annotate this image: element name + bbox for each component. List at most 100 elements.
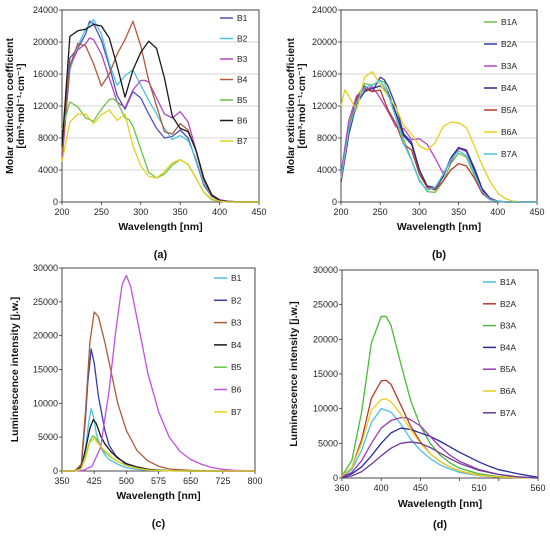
legend: B1 B2 B3 B4 B5 B6 B7	[214, 273, 242, 417]
legend-label: B7	[231, 407, 242, 417]
panel-letter: (c)	[152, 518, 166, 530]
x-tick-label: 650	[183, 476, 198, 486]
y-tick-label: 8000	[38, 133, 58, 143]
legend-label: B5	[231, 362, 242, 372]
y-tick-label: 20000	[313, 334, 338, 344]
legend-label: B7	[237, 136, 248, 146]
series-line-b6	[62, 274, 256, 472]
x-tick-label: 350	[173, 207, 188, 217]
x-axis-label: Wavelength [nm]	[397, 221, 481, 233]
y-tick-label: 5000	[318, 438, 338, 448]
y-tick-label: 12000	[312, 101, 337, 111]
x-tick-label: 300	[133, 207, 148, 217]
series-line-b6a	[340, 70, 537, 203]
legend-label: B6A	[501, 127, 517, 137]
y-tick-label: 20000	[33, 37, 58, 47]
x-tick-label: 360	[334, 483, 349, 493]
x-tick-label: 350	[54, 476, 69, 486]
legend-label: B3	[237, 54, 248, 64]
legend-label: B6	[231, 385, 242, 395]
panel-a: 0 4000 8000 12000 16000 20000 24000 200 250 300 35…	[4, 5, 267, 261]
legend-label: B2A	[501, 39, 517, 49]
x-tick-label: 350	[451, 207, 466, 217]
y-tick-label: 12000	[33, 101, 58, 111]
legend-label: B4A	[501, 83, 517, 93]
legend-label: B6	[237, 116, 248, 126]
x-tick-label: 400	[490, 207, 505, 217]
legend: B1A B2A B3A B4A B5A B6A B7A	[483, 277, 516, 418]
y-axis-label: Molar extinction coefficient	[285, 38, 297, 174]
y-tick-label: 20000	[33, 331, 58, 341]
y-tick-label: 20000	[312, 37, 337, 47]
series-line-b3a	[341, 315, 539, 479]
series-line-b7	[61, 109, 259, 203]
legend-label: B7A	[501, 149, 517, 159]
y-tick-label: 30000	[313, 265, 338, 275]
legend-label: B3	[231, 318, 242, 328]
legend-label: B3A	[500, 321, 516, 331]
x-tick-label: 575	[151, 476, 166, 486]
y-tick-label: 16000	[33, 69, 58, 79]
x-axis-label: Wavelength [nm]	[116, 490, 200, 502]
series-line-b4	[62, 418, 255, 472]
legend-label: B5A	[500, 364, 516, 374]
legend-label: B1A	[501, 17, 517, 27]
legend-label: B5	[237, 95, 248, 105]
y-axis-label: Luminescence intensity [j.w.]	[9, 297, 21, 442]
y-axis-label: Luminescence intensity [j.w.]	[288, 301, 300, 446]
y-axis-label: [dm³·mol⁻¹·cm⁻¹]	[296, 63, 308, 148]
y-tick-label: 15000	[313, 369, 338, 379]
x-axis-label: Wavelength [nm]	[118, 221, 202, 233]
panel-letter: (a)	[154, 249, 168, 261]
x-tick-label: 300	[412, 207, 427, 217]
legend-label: B6A	[500, 386, 516, 396]
y-tick-label: 10000	[33, 398, 58, 408]
legend: B1 B2 B3 B4 B5 B6 B7	[220, 13, 248, 146]
y-tick-label: 8000	[317, 133, 337, 143]
panel-letter: (b)	[432, 249, 446, 261]
y-tick-label: 24000	[33, 5, 58, 15]
y-tick-label: 0	[332, 197, 337, 207]
legend-label: B2A	[500, 299, 516, 309]
x-tick-label: 725	[215, 476, 230, 486]
series-line-b5a	[341, 417, 539, 479]
legend-label: B1A	[500, 277, 516, 287]
y-tick-label: 24000	[312, 5, 337, 15]
series-line-b7a	[341, 441, 539, 479]
y-tick-label: 16000	[312, 69, 337, 79]
x-tick-label: 200	[54, 207, 69, 217]
x-tick-label: 200	[333, 207, 348, 217]
y-axis-label: [dm³·mol⁻¹·cm⁻¹]	[15, 63, 27, 148]
y-tick-label: 25000	[33, 297, 58, 307]
legend: B1A B2A B3A B4A B5A B6A B7A	[484, 17, 517, 159]
x-tick-label: 250	[373, 207, 388, 217]
x-axis-label: Wavelength [nm]	[398, 498, 482, 510]
legend-label: B4	[231, 340, 242, 350]
legend-label: B3A	[501, 61, 517, 71]
x-tick-label: 510	[472, 483, 487, 493]
x-tick-label: 800	[247, 476, 262, 486]
x-tick-label: 250	[94, 207, 109, 217]
x-tick-label: 400	[374, 483, 389, 493]
legend-label: B2	[231, 295, 242, 305]
x-tick-label: 450	[413, 483, 428, 493]
series-line-b2a	[340, 76, 537, 203]
series-line-b7	[62, 437, 255, 472]
panel-c: 0 5000 10000 15000 20000 25000 30000 350 425 500 5…	[9, 263, 263, 530]
y-tick-label: 25000	[313, 300, 338, 310]
panel-letter: (d)	[433, 519, 447, 531]
y-axis-label: Molar extinction coefficient	[4, 38, 16, 174]
x-tick-label: 450	[529, 207, 544, 217]
x-tick-label: 450	[251, 207, 266, 217]
y-tick-label: 0	[53, 466, 58, 476]
x-tick-label: 500	[119, 476, 134, 486]
panel-b: 0 4000 8000 12000 16000 20000 24000 200 250 300 35…	[285, 5, 545, 261]
legend-label: B4	[237, 75, 248, 85]
series-line-b7a	[340, 79, 537, 203]
legend-label: B2	[237, 34, 248, 44]
y-tick-label: 10000	[313, 404, 338, 414]
series-line-b5a	[340, 87, 537, 203]
series-line-b4a	[340, 85, 537, 203]
y-tick-label: 30000	[33, 263, 58, 273]
